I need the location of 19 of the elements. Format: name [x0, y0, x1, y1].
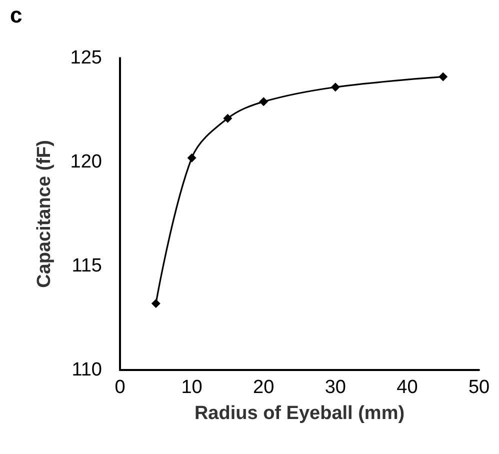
x-tick-label: 20 — [253, 377, 274, 398]
x-tick-label: 0 — [114, 377, 126, 398]
x-tick-label: 40 — [396, 377, 418, 398]
x-axis-title: Radius of Eyeball (mm) — [194, 403, 405, 424]
y-tick-label: 125 — [70, 48, 102, 68]
x-tick-label: 30 — [324, 377, 346, 398]
y-axis-title: Capacitance (fF) — [34, 140, 55, 288]
x-tick-label: 50 — [468, 377, 490, 398]
point — [259, 97, 268, 106]
y-tick-label: 110 — [72, 360, 102, 380]
point — [330, 82, 340, 92]
text: c — [10, 2, 22, 28]
point — [223, 114, 232, 123]
point — [151, 298, 160, 308]
y-tick-label: 120 — [70, 152, 102, 172]
point — [187, 153, 196, 162]
x-tick-label: 10 — [181, 377, 202, 398]
point — [438, 72, 448, 82]
y-tick-label: 115 — [72, 256, 102, 276]
